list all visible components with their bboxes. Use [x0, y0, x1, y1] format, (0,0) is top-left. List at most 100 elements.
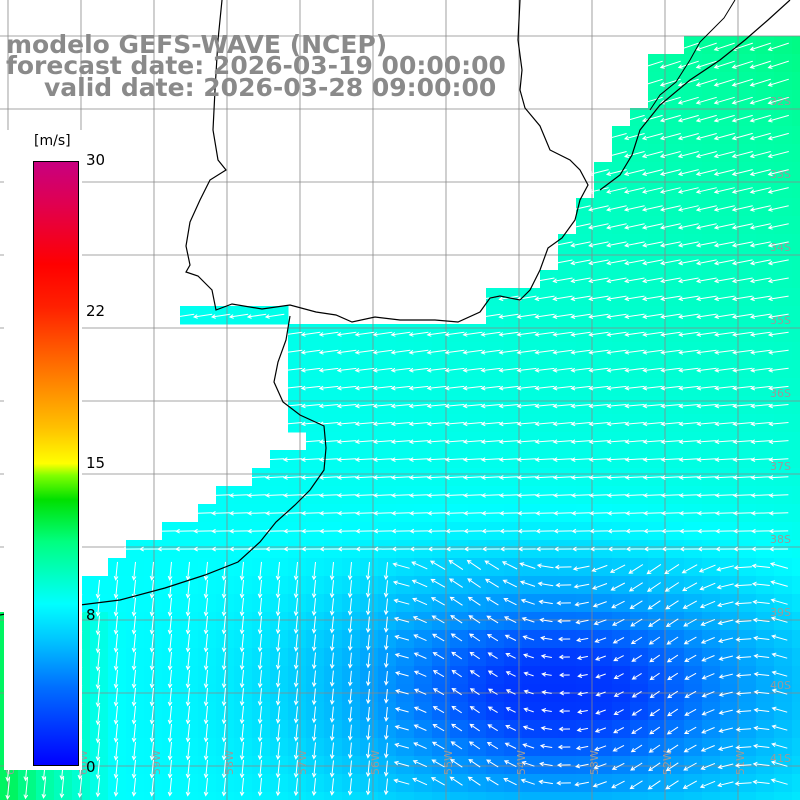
wind-arrow: [445, 546, 464, 552]
wind-arrow: [394, 634, 410, 641]
wind-arrow: [337, 546, 357, 552]
lon-label: 58W: [223, 750, 236, 775]
wind-arrow: [257, 561, 263, 581]
wind-speed-cell: [360, 792, 379, 800]
wind-arrow: [409, 510, 429, 516]
wind-arrow: [486, 634, 499, 642]
wind-arrow: [408, 385, 429, 391]
wind-arrow: [517, 510, 537, 516]
wind-arrow: [716, 583, 734, 590]
wind-arrow: [606, 187, 627, 194]
wind-arrow: [767, 114, 789, 123]
wind-arrow: [409, 546, 428, 552]
wind-arrow: [246, 313, 267, 319]
wind-arrow: [293, 760, 299, 778]
wind-arrow: [641, 169, 663, 176]
wind-arrow: [383, 598, 389, 616]
wind-arrow: [750, 385, 771, 391]
wind-arrow: [246, 493, 267, 498]
wind-arrow: [678, 313, 699, 319]
wind-arrow: [731, 151, 753, 159]
wind-arrow: [347, 688, 353, 705]
wind-arrow: [426, 349, 447, 355]
wind-arrow: [487, 670, 498, 678]
wind-arrow: [264, 493, 285, 498]
wind-arrow: [606, 367, 627, 373]
wind-arrow: [678, 421, 699, 427]
wind-arrow: [336, 475, 357, 480]
wind-arrow: [239, 579, 245, 599]
wind-speed-cell: [792, 270, 800, 289]
wind-arrow: [336, 403, 357, 409]
wind-arrow: [426, 457, 447, 462]
wind-arrow: [684, 708, 697, 716]
wind-arrow: [95, 777, 101, 798]
wind-arrow: [113, 615, 119, 635]
wind-speed-cell: [792, 720, 800, 739]
wind-arrow: [606, 295, 627, 302]
wind-arrow: [411, 561, 428, 570]
wind-arrow: [444, 457, 465, 462]
wind-speed-cell: [792, 324, 800, 343]
wind-arrow: [646, 582, 661, 592]
wind-arrow: [592, 601, 607, 608]
wind-arrow: [605, 151, 627, 159]
wind-arrow: [329, 742, 335, 760]
colorbar-tick-8: 8: [86, 606, 96, 624]
wind-arrow: [355, 510, 375, 516]
wind-arrow: [607, 510, 627, 516]
wind-arrow: [541, 672, 552, 677]
wind-arrow: [239, 561, 245, 581]
wind-speed-cell: [792, 612, 800, 631]
wind-arrow: [336, 385, 357, 391]
wind-arrow: [462, 457, 483, 462]
wind-speed-cell: [792, 558, 800, 577]
wind-arrow: [535, 546, 554, 552]
wind-arrow: [660, 439, 681, 445]
wind-arrow: [505, 707, 516, 713]
wind-arrow: [383, 742, 389, 759]
wind-arrow: [318, 457, 339, 462]
colorbar-tick-30: 30: [86, 151, 106, 169]
wind-arrow: [394, 742, 410, 749]
wind-arrow: [210, 493, 231, 498]
wind-arrow: [412, 616, 427, 624]
wind-arrow: [642, 493, 663, 498]
wind-arrow: [750, 421, 771, 427]
wind-arrow: [354, 457, 375, 462]
wind-arrow: [149, 669, 155, 689]
wind-arrow: [193, 510, 213, 516]
wind-arrow: [167, 687, 173, 707]
wind-arrow: [767, 42, 789, 52]
wind-arrow: [659, 60, 681, 69]
wind-arrow: [95, 705, 101, 726]
wind-arrow: [293, 778, 299, 797]
wind-speed-cell: [306, 792, 325, 800]
wind-arrow: [606, 277, 627, 284]
wind-arrow: [624, 259, 645, 266]
wind-arrow: [572, 565, 590, 571]
wind-arrow: [573, 583, 590, 589]
wind-speed-cell: [792, 774, 800, 793]
wind-arrow: [771, 670, 788, 677]
wind-speed-cell: [792, 234, 800, 253]
wind-arrow: [540, 726, 553, 731]
wind-arrow: [293, 634, 299, 652]
wind-arrow: [588, 169, 609, 176]
wind-arrow: [643, 546, 662, 552]
lon-label: 59W: [150, 750, 163, 775]
wind-arrow: [503, 598, 517, 606]
wind-arrow: [714, 475, 735, 480]
wind-arrow: [718, 655, 734, 661]
wind-arrow: [301, 510, 321, 516]
wind-arrow: [221, 759, 227, 779]
wind-arrow: [642, 421, 663, 427]
wind-arrow: [660, 277, 681, 284]
wind-arrow: [696, 349, 717, 355]
colorbar-unit: [m/s]: [34, 133, 71, 149]
wind-arrow: [683, 744, 697, 753]
wind-arrow: [735, 745, 752, 750]
wind-arrow: [555, 582, 572, 588]
wind-arrow: [718, 673, 733, 679]
wind-arrow: [588, 349, 609, 355]
